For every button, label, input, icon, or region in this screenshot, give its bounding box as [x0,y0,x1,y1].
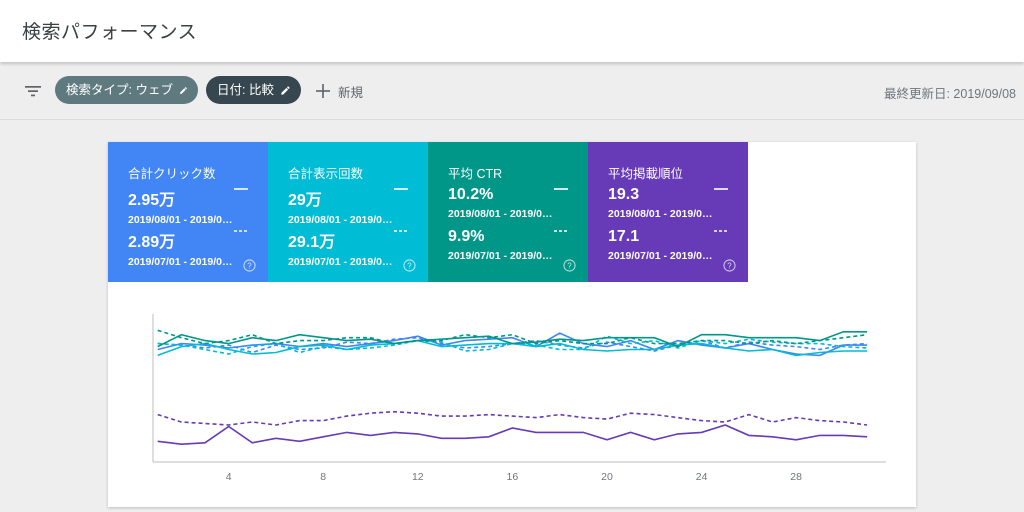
svg-text:?: ? [727,261,732,270]
metric-value-previous: 29.1万 [288,234,336,251]
app-header: 検索パフォーマンス [0,0,1024,62]
metric-range-current: 2019/08/01 - 2019/0… [128,214,233,226]
metric-label: 合計表示回数 [288,167,364,181]
chart-series-layer [157,329,868,446]
dashed-line-legend-icon [234,230,248,232]
metric-card-impressions[interactable]: 合計表示回数 29万 2019/08/01 - 2019/0… 29.1万 20… [268,142,428,282]
solid-line-legend-icon [714,188,728,190]
metric-range-current: 2019/08/01 - 2019/0… [288,214,393,226]
series-line-8-previous [157,410,868,426]
add-new-filter-button[interactable]: 新規 [316,81,363,101]
metric-range-current: 2019/08/01 - 2019/0… [608,208,713,220]
series-line-6-previous [157,329,868,345]
metric-value-previous: 2.89万 [128,234,176,251]
x-tick-label: 24 [696,471,708,483]
metric-label: 平均 CTR [448,167,503,181]
x-tick-label: 16 [507,471,519,483]
search-type-chip[interactable]: 検索タイプ: ウェブ [55,76,198,104]
filter-list-icon[interactable] [24,82,42,100]
dashed-line-legend-icon [394,230,408,232]
x-tick-label: 12 [412,471,424,483]
svg-text:?: ? [567,261,572,270]
x-tick-label: 28 [790,471,802,483]
metric-range-previous: 2019/07/01 - 2019/0… [448,250,553,262]
add-new-filter-label: 新規 [338,85,364,100]
metric-range-previous: 2019/07/01 - 2019/0… [288,256,393,268]
solid-line-legend-icon [554,188,568,190]
svg-text:?: ? [407,261,412,270]
solid-line-legend-icon [234,188,248,190]
help-icon[interactable]: ? [723,259,736,272]
x-tick-label: 20 [601,471,613,483]
metric-value-previous: 9.9% [448,228,485,245]
performance-line-chart: 4 8 12 16 20 24 28 [152,314,886,483]
help-icon[interactable]: ? [403,259,416,272]
metric-card-clicks[interactable]: 合計クリック数 2.95万 2019/08/01 - 2019/0… 2.89万… [108,142,268,282]
chart-tick-layer: 4 8 12 16 20 24 28 [226,471,802,483]
help-icon[interactable]: ? [243,259,256,272]
performance-card: 合計クリック数 2.95万 2019/08/01 - 2019/0… 2.89万… [108,142,916,507]
metric-label: 平均掲載順位 [608,167,684,181]
metric-value-current: 10.2% [448,186,494,203]
last-updated-text: 最終更新日: 2019/09/08 [883,87,1016,101]
metric-value-current: 29万 [288,192,322,209]
metric-range-previous: 2019/07/01 - 2019/0… [128,256,233,268]
page-title: 検索パフォーマンス [22,22,198,43]
edit-pencil-icon [180,86,187,94]
search-type-chip-label: 検索タイプ: ウェブ [66,83,173,97]
series-line-5-current [157,330,868,348]
edit-pencil-icon [281,85,290,95]
metric-label: 合計クリック数 [128,167,216,181]
metric-range-previous: 2019/07/01 - 2019/0… [608,250,713,262]
dashed-line-legend-icon [554,230,568,232]
svg-text:?: ? [247,261,252,270]
metric-value-current: 19.3 [608,186,640,203]
x-tick-label: 4 [226,471,232,483]
plus-icon [316,84,330,98]
solid-line-legend-icon [394,188,408,190]
x-tick-label: 8 [320,471,326,483]
help-icon[interactable]: ? [563,259,576,272]
date-compare-chip-label: 日付: 比較 [217,83,274,97]
metric-card-ctr[interactable]: 平均 CTR 10.2% 2019/08/01 - 2019/0… 9.9% 2… [428,142,588,282]
date-compare-chip[interactable]: 日付: 比較 [206,76,301,104]
filter-toolbar: 検索タイプ: ウェブ 日付: 比較 新規 最終更新日: 2019/09/08 [0,62,1024,120]
metric-card-position[interactable]: 平均掲載順位 19.3 2019/08/01 - 2019/0… 17.1 20… [588,142,748,282]
metric-range-current: 2019/08/01 - 2019/0… [448,208,553,220]
toolbar-divider [0,119,1024,120]
series-line-7-current [157,424,868,446]
metric-value-current: 2.95万 [128,192,176,209]
dashed-line-legend-icon [714,230,728,232]
metric-value-previous: 17.1 [608,228,640,245]
